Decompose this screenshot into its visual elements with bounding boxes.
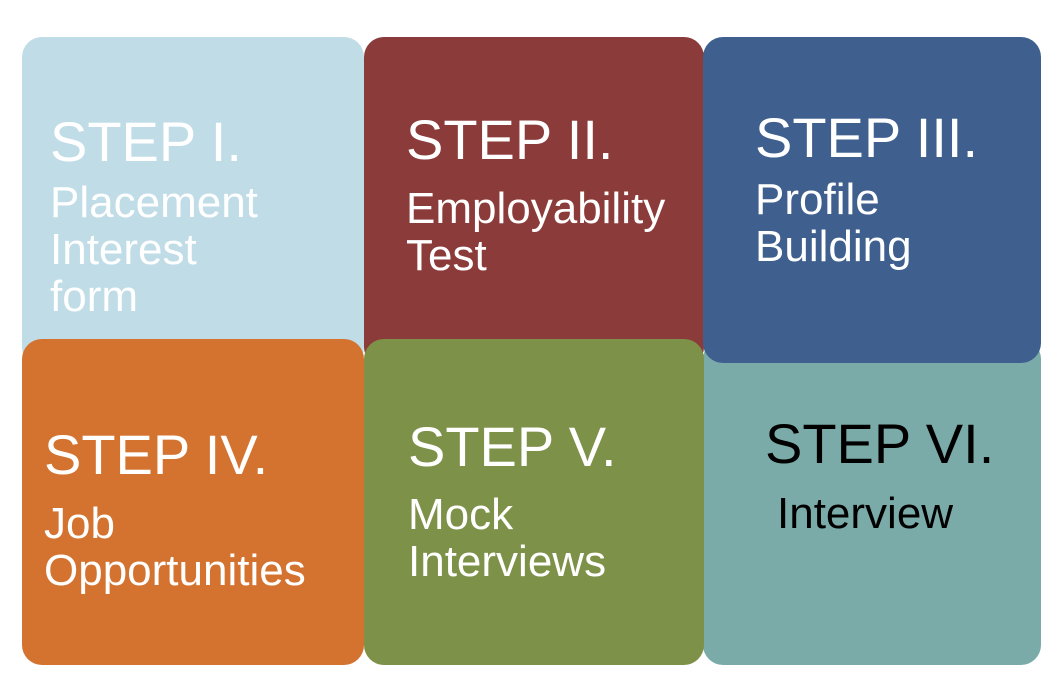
step-6-tile: STEP VI. Interview (703, 339, 1041, 665)
step-2-line-1: Employability (406, 184, 666, 233)
step-6-description: Interview (777, 490, 953, 537)
step-3-title: STEP III. (755, 106, 979, 169)
step-5-description: Mock Interviews (408, 491, 606, 585)
step-6-line-1: Interview (777, 489, 954, 538)
step-2-line-2: Test (406, 231, 487, 280)
step-3-description: Profile Building (755, 176, 912, 270)
step-2-description: Employability Test (406, 185, 665, 279)
step-1-description: Placement Interest form (50, 179, 258, 320)
step-5-tile: STEP V. Mock Interviews (364, 339, 704, 665)
step-5-line-2: Interviews (408, 537, 607, 586)
step-1-line-1: Placement (50, 178, 258, 227)
step-1-title: STEP I. (50, 110, 242, 173)
step-4-tile: STEP IV. Job Opportunities (22, 339, 364, 665)
step-1-line-3: form (50, 272, 138, 321)
step-6-title: STEP VI. (765, 412, 995, 475)
step-4-description: Job Opportunities (44, 500, 306, 594)
step-4-line-1: Job (44, 499, 115, 548)
step-1-line-2: Interest (50, 225, 197, 274)
step-3-line-1: Profile (755, 175, 880, 224)
step-4-title: STEP IV. (44, 423, 269, 486)
step-2-tile: STEP II. Employability Test (364, 37, 704, 367)
step-3-tile: STEP III. Profile Building (703, 37, 1041, 363)
step-5-title: STEP V. (408, 415, 617, 478)
step-3-line-2: Building (755, 222, 912, 271)
step-2-title: STEP II. (406, 108, 614, 171)
step-1-tile: STEP I. Placement Interest form (22, 37, 364, 367)
step-5-line-1: Mock (408, 490, 514, 539)
step-4-line-2: Opportunities (44, 546, 306, 595)
